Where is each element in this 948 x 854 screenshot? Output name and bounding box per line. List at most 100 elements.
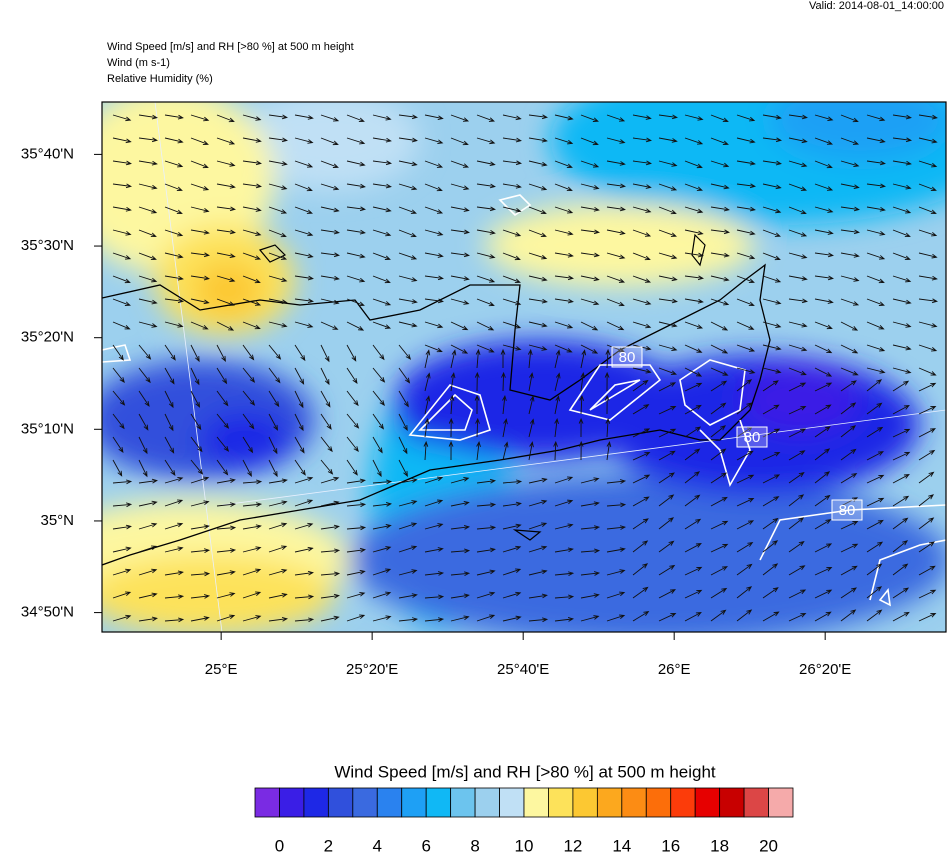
wind-arrow (190, 160, 209, 169)
wind-arrow (502, 114, 522, 121)
wind-arrow (658, 206, 677, 215)
wind-arrow (112, 614, 132, 622)
wind-arrow (632, 428, 651, 438)
wind-arrow (736, 541, 754, 553)
x-tick-label: 25°40'E (497, 661, 549, 678)
colorbar-box (303, 787, 329, 818)
wind-arrow (372, 615, 392, 622)
wind-arrow (450, 525, 471, 530)
wind-arrow (554, 229, 574, 236)
wind-arrow (398, 617, 419, 622)
wind-arrow (580, 275, 600, 282)
wind-arrow (658, 114, 678, 120)
wind-arrow (346, 436, 359, 453)
wind-arrow (112, 321, 131, 330)
wind-arrow (684, 275, 704, 281)
wind-arrow (190, 183, 210, 191)
wind-arrow (762, 404, 780, 415)
x-tick-label: 25°E (205, 661, 238, 678)
wind-arrow (320, 500, 340, 507)
wind-arrow (918, 275, 938, 281)
wind-arrow (554, 114, 574, 121)
wind-arrow (398, 114, 418, 120)
wind-arrow (918, 589, 937, 599)
wind-arrow (866, 160, 886, 166)
wind-arrow (814, 426, 831, 438)
wind-arrow (450, 548, 471, 554)
wind-arrow (710, 367, 729, 376)
wind-arrow (346, 502, 367, 508)
wind-arrow (294, 459, 306, 476)
map-frame (101, 101, 947, 633)
wind-arrow (242, 344, 255, 361)
wind-arrow (918, 471, 935, 484)
wind-arrow (502, 321, 522, 329)
wind-arrow (658, 564, 676, 576)
wind-arrow (138, 206, 158, 214)
contour-label: 80 (839, 502, 856, 519)
wind-arrow (918, 541, 935, 553)
wind-arrow (424, 499, 444, 507)
wind-arrow (112, 436, 124, 454)
wind-arrow (346, 160, 366, 167)
wind-arrow (372, 524, 392, 530)
wind-arrow (710, 137, 729, 145)
wind-arrow (788, 160, 808, 168)
wind-arrow (502, 615, 522, 622)
wind-arrow (320, 183, 340, 191)
wind-arrow (294, 413, 304, 432)
wind-arrow (502, 591, 522, 599)
wind-arrow (554, 594, 575, 600)
wind-arrow (372, 160, 392, 166)
wind-arrow (918, 160, 938, 168)
wind-arrow (684, 344, 703, 353)
wind-arrow (918, 114, 938, 120)
wind-arrow (762, 160, 782, 166)
wind-arrow (242, 390, 256, 406)
wind-arrow (398, 522, 418, 530)
wind-arrow (658, 589, 676, 599)
wind-arrow (632, 137, 652, 143)
wind-arrow (112, 137, 132, 144)
wind-arrow (736, 344, 756, 352)
wind-arrow (268, 568, 288, 576)
wind-arrow (892, 451, 911, 461)
wind-arrow (424, 349, 431, 369)
wind-arrow (294, 546, 314, 553)
wind-arrow (606, 547, 626, 553)
wind-arrow (814, 367, 833, 377)
wind-arrow (320, 615, 340, 622)
wind-arrow (398, 367, 411, 384)
wind-arrow (892, 474, 910, 484)
wind-arrow (216, 206, 236, 212)
wind-arrow (866, 137, 886, 144)
contour-labels: 80 80 80 (611, 346, 863, 521)
wind-arrow (450, 298, 470, 305)
colorbar-box (645, 787, 672, 818)
wind-arrow (606, 275, 626, 283)
wind-arrow (892, 206, 912, 214)
wind-arrow (112, 459, 123, 477)
wind-arrow (762, 344, 782, 351)
wind-arrow (450, 137, 469, 146)
wind-arrow (840, 587, 857, 599)
colorbar-tick-label: 6 (421, 836, 430, 854)
wind-arrow (528, 344, 548, 351)
wind-arrow (112, 206, 132, 212)
wind-arrow (346, 367, 358, 384)
wind-arrow (605, 348, 611, 369)
wind-arrow (528, 569, 548, 576)
wind-arrow (684, 566, 703, 576)
wind-arrow (112, 275, 131, 284)
wind-arrow (554, 252, 574, 258)
colorbar-tick-label: 12 (563, 836, 582, 854)
colorbar-box (596, 787, 623, 818)
wind-arrow (632, 540, 649, 553)
wind-arrow (710, 114, 729, 123)
wind-arrow (216, 525, 237, 531)
wind-arrow (866, 275, 885, 284)
wind-arrow (398, 252, 418, 260)
colorbar-box (327, 787, 354, 818)
wind-arrow (578, 417, 584, 438)
colorbar-tick-label: 10 (515, 836, 534, 854)
